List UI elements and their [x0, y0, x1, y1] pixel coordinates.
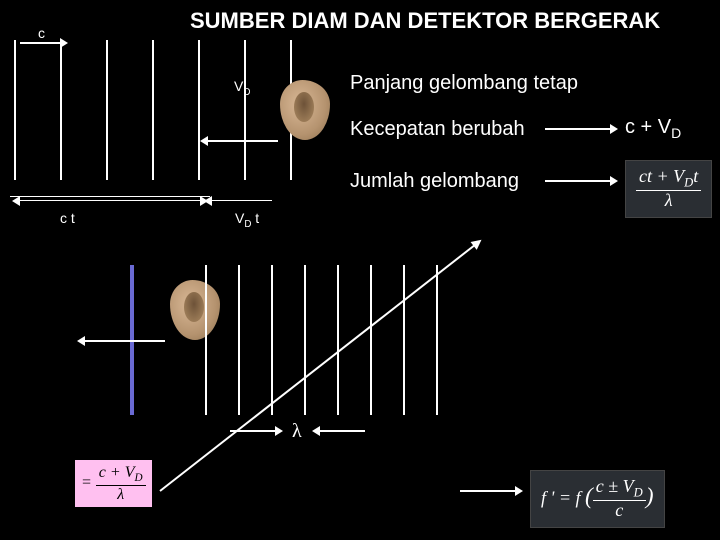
wavefront-line [436, 265, 438, 415]
wavefront-line [60, 40, 62, 180]
arrow-ear-bottom [85, 340, 165, 342]
wavefront-line [14, 40, 16, 180]
wavefront-line [198, 40, 200, 180]
arrow-vdt [212, 200, 272, 201]
label-vdt: VD t [235, 210, 259, 230]
wavefront-line [106, 40, 108, 180]
wavefront-line [370, 265, 372, 415]
wavefront-line [337, 265, 339, 415]
label-c: c [38, 25, 45, 41]
wavefront-line [238, 265, 240, 415]
text-speed-changes: Kecepatan berubah [350, 118, 525, 141]
label-vd: VD [234, 78, 250, 98]
formula-doppler: f ' = f ( c ± VD c ) [530, 470, 665, 528]
wavefront-line [403, 265, 405, 415]
page-title: SUMBER DIAM DAN DETEKTOR BERGERAK [190, 8, 660, 34]
wavefront-line [271, 265, 273, 415]
arrow-to-doppler [460, 490, 515, 492]
formula-pink: = c + VD λ [75, 460, 152, 507]
wavefront-line [244, 40, 246, 180]
wavefront-line [152, 40, 154, 180]
label-lambda: λ [292, 420, 302, 443]
ear-icon-bottom [170, 280, 220, 340]
wavefront-line [304, 265, 306, 415]
arrow-lambda-right [320, 430, 365, 432]
arrow-to-cvd [545, 128, 610, 130]
wavefront-line [205, 265, 207, 415]
text-wave-count: Jumlah gelombang [350, 170, 519, 193]
arrow-to-frac1 [545, 180, 610, 182]
text-wavelength-constant: Panjang gelombang tetap [350, 72, 578, 95]
arrow-ct [20, 200, 200, 201]
arrow-vd [208, 140, 278, 142]
label-c-plus-vd: c + VD [625, 116, 681, 141]
ear-icon [280, 80, 330, 140]
label-ct: c t [60, 210, 75, 226]
arrow-c [20, 42, 60, 44]
top-baseline [10, 196, 210, 197]
formula-count: ct + VDt λ [625, 160, 712, 218]
